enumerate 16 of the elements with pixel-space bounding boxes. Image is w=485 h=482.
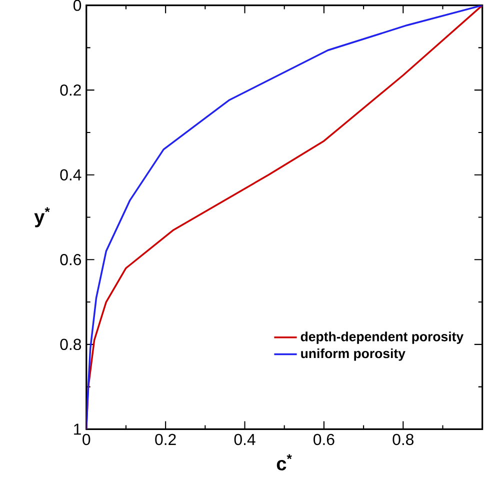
- x-tick-label: 0.8: [392, 434, 414, 445]
- x-tick-label: 0.2: [155, 434, 176, 445]
- y-tick-label: 0.8: [60, 338, 81, 350]
- y-tick-label: 0: [73, 0, 82, 11]
- y-tick-label: 0.6: [60, 254, 81, 266]
- x-tick-label: 0: [82, 434, 90, 445]
- legend-label: uniform porosity: [301, 348, 406, 361]
- x-axis-title: c$^{*}$: [276, 454, 292, 470]
- line-series: [86, 5, 482, 430]
- x-tick-label: 0.4: [234, 434, 256, 445]
- y-tick-label: 0.4: [60, 169, 82, 180]
- x-tick-label: 0.6: [314, 434, 334, 445]
- y-tick-label: 1: [74, 424, 81, 434]
- y-tick-label: 0.2: [60, 84, 81, 96]
- legend-label: depth-dependent porosity: [300, 331, 464, 344]
- y-axis-title: y$^{*}$: [34, 207, 50, 228]
